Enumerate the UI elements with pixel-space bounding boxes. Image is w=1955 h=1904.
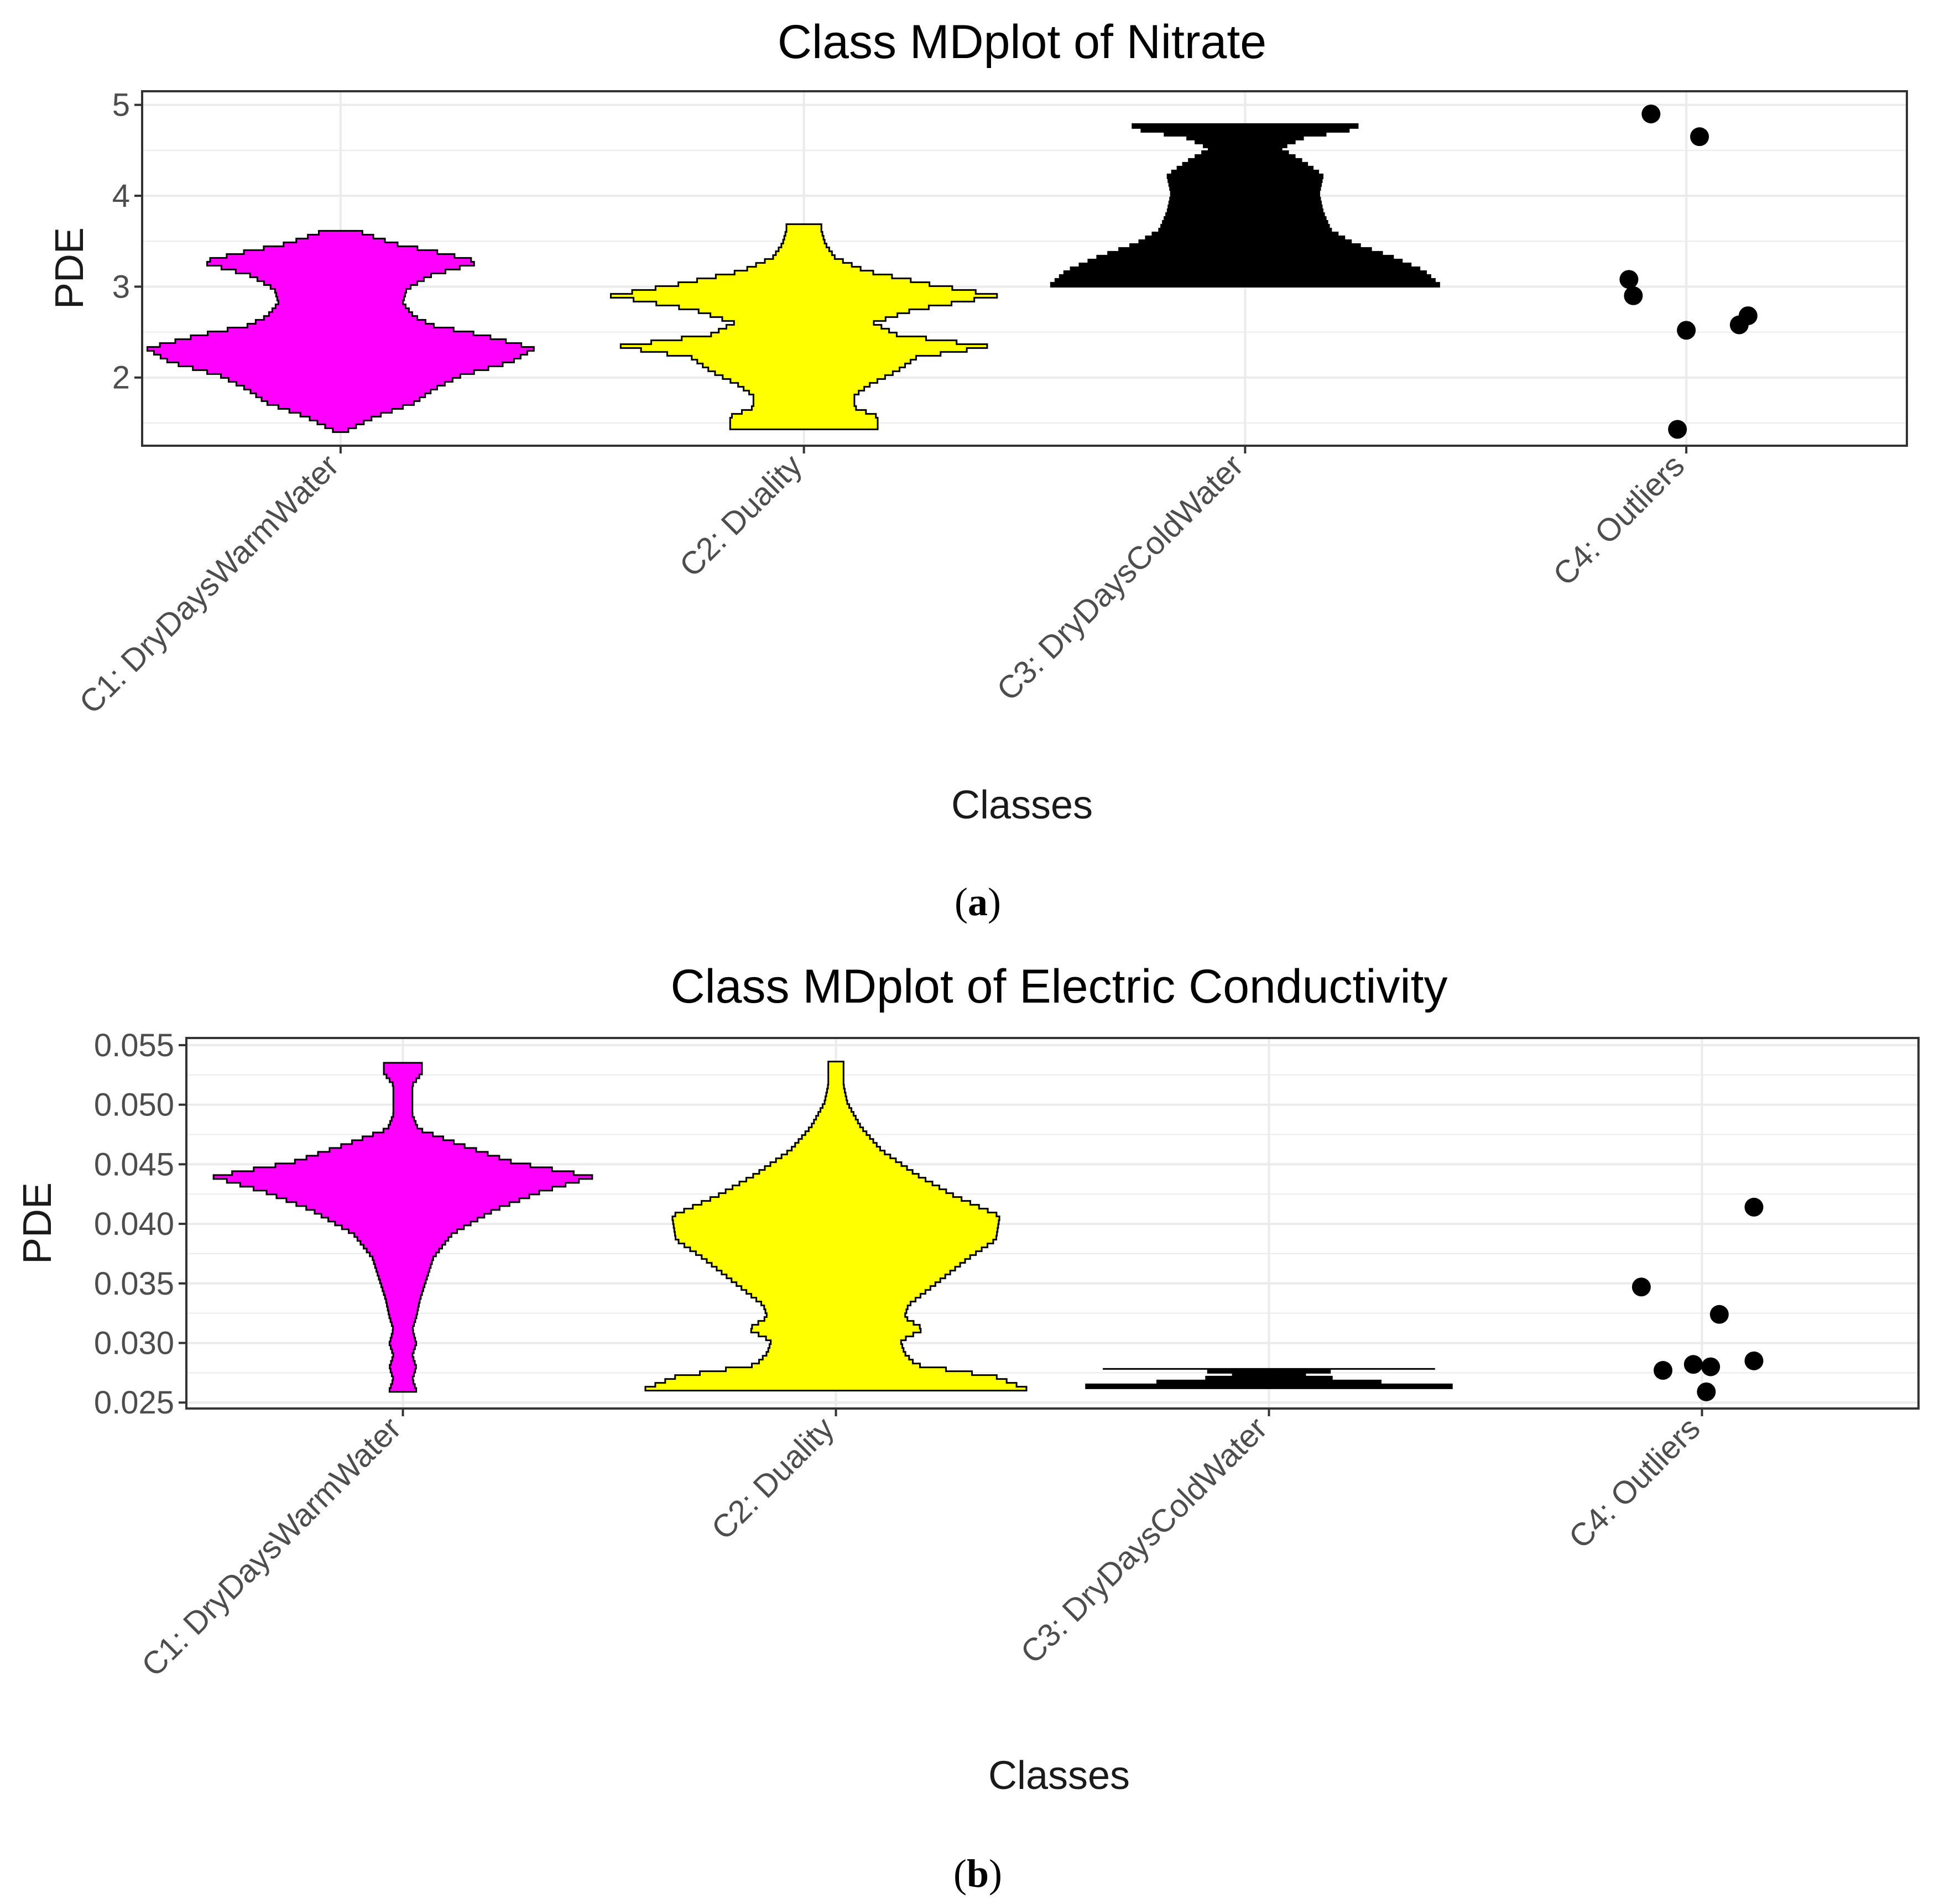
x-axis-title: Classes <box>988 1754 1130 1798</box>
outlier-point <box>1744 1351 1764 1370</box>
violin-c1 <box>146 229 535 433</box>
violin-c2 <box>644 1061 1028 1392</box>
outlier-point <box>1709 1305 1729 1324</box>
outlier-point <box>1624 286 1643 305</box>
y-tick-label: 4 <box>112 178 130 214</box>
plot-border <box>141 90 1908 447</box>
outlier-point <box>1738 306 1758 325</box>
violin-c1 <box>212 1062 593 1393</box>
y-tick-label: 0.045 <box>94 1146 174 1182</box>
outlier-point <box>1668 420 1687 439</box>
panel-label: (b) <box>953 1851 1002 1896</box>
outlier-point <box>1641 105 1661 124</box>
outlier-point <box>1619 270 1639 289</box>
outlier-point <box>1683 1355 1703 1374</box>
y-axis-title: PDE <box>48 227 92 309</box>
y-axis-title: PDE <box>15 1182 60 1264</box>
y-tick-label: 0.030 <box>94 1326 174 1362</box>
y-tick-label: 5 <box>112 87 130 123</box>
y-tick-label: 0.035 <box>94 1266 174 1302</box>
outlier-point <box>1654 1361 1673 1380</box>
outlier-point <box>1697 1382 1716 1401</box>
x-axis-title: Classes <box>951 783 1093 827</box>
panel-label: (a) <box>955 880 1001 924</box>
y-tick-label: 3 <box>112 269 130 305</box>
y-tick-label: 2 <box>112 360 130 396</box>
y-tick-label: 0.055 <box>94 1027 174 1063</box>
chart-title: Class MDplot of Nitrate <box>778 15 1266 69</box>
outlier-point <box>1701 1357 1721 1376</box>
violin-c2 <box>610 223 998 430</box>
y-tick-label: 0.040 <box>94 1206 174 1242</box>
violin-c3 <box>1085 1368 1453 1389</box>
violin-c3 <box>1050 123 1440 288</box>
outlier-point <box>1690 127 1709 147</box>
chart-title: Class MDplot of Electric Conductivity <box>670 960 1447 1013</box>
outlier-point <box>1677 321 1696 340</box>
outlier-point <box>1631 1277 1651 1297</box>
y-tick-label: 0.025 <box>94 1385 174 1421</box>
outlier-point <box>1744 1197 1764 1217</box>
y-tick-label: 0.050 <box>94 1087 174 1123</box>
